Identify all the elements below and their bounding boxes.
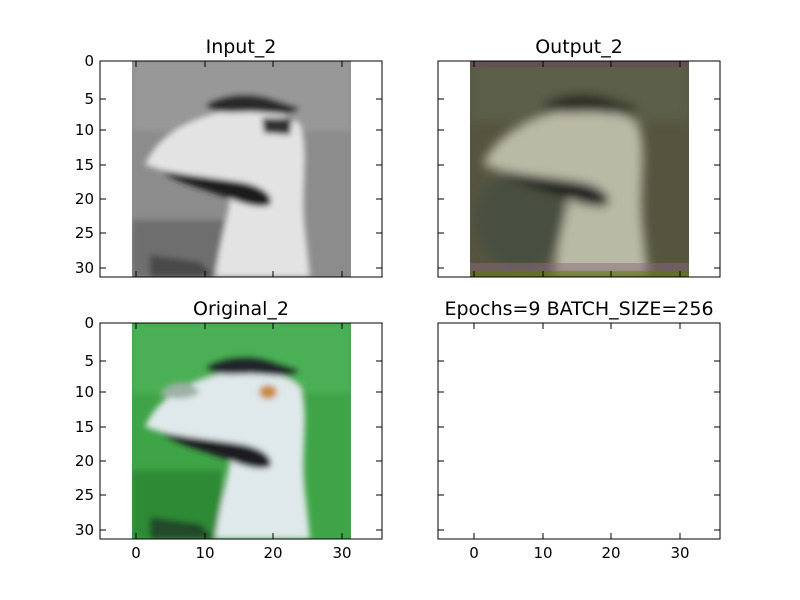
x-tick: 10 — [533, 323, 553, 562]
panel-output: Output_2 — [437, 36, 721, 278]
x-tick: 30 — [670, 323, 690, 562]
x-tick: 20 — [601, 323, 621, 562]
y-tick: 10 — [75, 383, 382, 401]
x-tick: 20 — [263, 323, 283, 562]
y-tick-label: 0 — [84, 52, 94, 70]
y-tick: 10 — [75, 121, 382, 139]
y-tick-label: 30 — [75, 259, 94, 277]
y-tick-label: 30 — [75, 521, 94, 539]
y-tick: 0 — [84, 52, 382, 70]
axes-frame — [437, 322, 721, 540]
x-tick-label: 30 — [670, 544, 689, 562]
y-tick: 25 — [75, 486, 382, 504]
input-image — [132, 61, 351, 277]
y-tick-label: 10 — [75, 121, 94, 139]
y-tick: 0 — [84, 314, 382, 332]
y-tick-label: 10 — [75, 383, 94, 401]
y-tick-label: 15 — [75, 156, 94, 174]
y-tick: 5 — [84, 90, 382, 108]
panel-info: Epochs=9 BATCH_SIZE=256 0 10 20 30 — [437, 298, 721, 562]
y-tick: 20 — [75, 452, 382, 470]
y-tick: 15 — [75, 156, 382, 174]
axes-frame — [99, 60, 383, 278]
y-tick: 30 — [75, 259, 382, 277]
x-tick-label: 0 — [469, 544, 479, 562]
panel-title: Epochs=9 BATCH_SIZE=256 — [444, 298, 713, 320]
x-tick: 0 — [131, 323, 141, 562]
y-tick-label: 20 — [75, 190, 94, 208]
x-ticks: 0 10 20 30 — [469, 323, 690, 562]
x-tick: 10 — [195, 323, 215, 562]
y-tick-label: 15 — [75, 418, 94, 436]
x-ticks: 0 10 20 30 — [131, 323, 352, 562]
y-tick: 25 — [75, 224, 382, 242]
y-ticks — [438, 322, 720, 531]
x-tick-label: 10 — [195, 544, 214, 562]
y-ticks: 0 5 10 15 20 25 30 — [75, 52, 382, 277]
axes-frame — [99, 322, 383, 540]
axes-frame — [437, 60, 721, 278]
original-image — [132, 323, 351, 539]
y-tick: 5 — [84, 352, 382, 370]
y-ticks: 0 5 10 15 20 25 30 — [75, 314, 382, 539]
y-tick-label: 25 — [75, 224, 94, 242]
y-tick-label: 20 — [75, 452, 94, 470]
x-tick: 30 — [332, 323, 352, 562]
y-tick: 20 — [75, 190, 382, 208]
x-tick-label: 10 — [533, 544, 552, 562]
x-ticks — [135, 61, 343, 277]
panel-title: Original_2 — [193, 298, 289, 320]
x-tick-label: 20 — [263, 544, 282, 562]
y-tick-label: 5 — [84, 90, 94, 108]
y-tick-label: 0 — [84, 314, 94, 332]
panel-input: Input_2 0 5 10 15 20 25 30 — [75, 36, 383, 278]
output-image — [470, 61, 689, 277]
x-tick-label: 30 — [332, 544, 351, 562]
x-tick-label: 20 — [601, 544, 620, 562]
panel-title: Input_2 — [206, 36, 277, 58]
y-tick-label: 25 — [75, 486, 94, 504]
panel-title: Output_2 — [535, 36, 623, 58]
x-tick: 0 — [469, 323, 479, 562]
ticks — [438, 60, 720, 277]
y-tick: 30 — [75, 521, 382, 539]
y-tick-label: 5 — [84, 352, 94, 370]
panel-original: Original_2 0 5 10 15 20 25 30 — [75, 298, 383, 562]
x-tick-label: 0 — [131, 544, 141, 562]
y-tick: 15 — [75, 418, 382, 436]
